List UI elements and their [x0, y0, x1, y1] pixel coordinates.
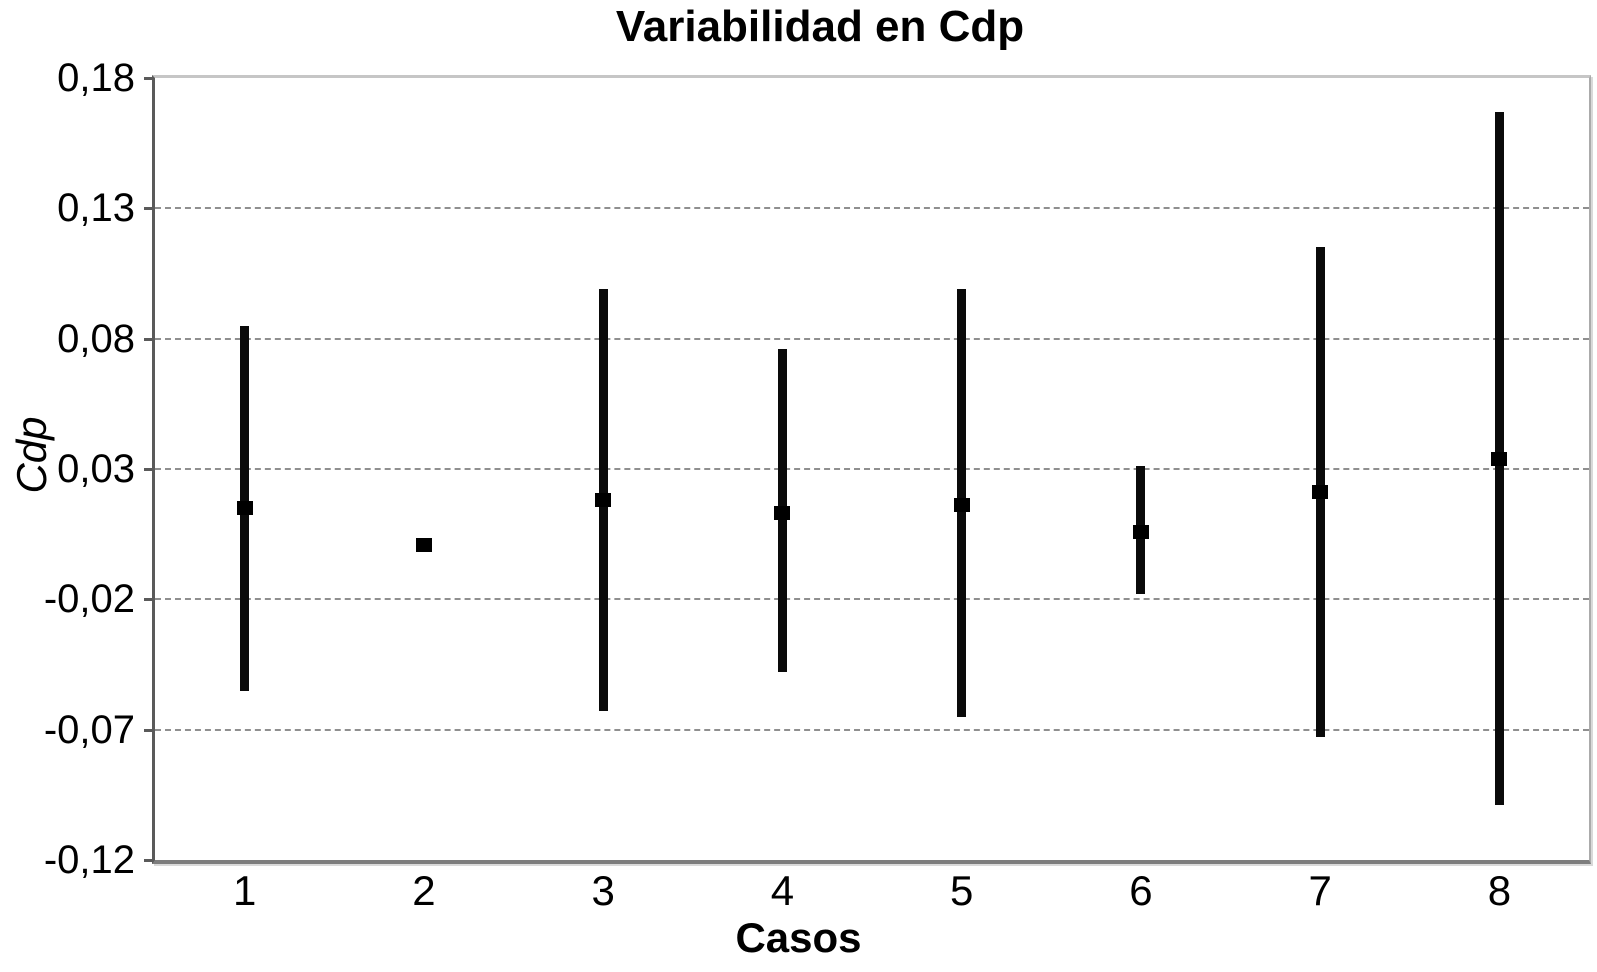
mean-marker-case-7	[1312, 485, 1329, 500]
mean-marker-case-4	[774, 506, 791, 521]
x-axis-title: Casos	[735, 914, 862, 961]
y-axis-tick-mark	[144, 207, 153, 211]
x-tick-label-1: 1	[232, 867, 257, 914]
x-tick-label-6: 6	[1129, 867, 1153, 914]
y-tick-label: 0,13	[57, 186, 135, 231]
y-tick-label: -0,12	[43, 838, 135, 882]
x-tick-label-5: 5	[949, 867, 974, 914]
gridline-y--0,02	[155, 598, 1589, 601]
x-tick-label-3: 3	[591, 867, 615, 914]
mean-marker-case-2	[415, 537, 432, 552]
x-tick-label-2: 2	[412, 867, 436, 914]
chart-title: Variabilidad en Cdp	[615, 2, 1025, 51]
y-axis-tick-mark	[144, 337, 153, 341]
y-axis-tick-mark	[144, 468, 153, 471]
gridline-y-0,08	[155, 337, 1589, 340]
gridline-y--0,07	[155, 728, 1589, 731]
x-tick-label-8: 8	[1487, 867, 1512, 914]
y-tick-label: 0,18	[57, 56, 135, 100]
gridline-y-0,13	[155, 207, 1589, 210]
y-axis-tick-mark	[144, 859, 153, 862]
y-axis-tick-mark	[144, 77, 153, 80]
y-tick-label: 0,03	[57, 447, 135, 491]
mean-marker-case-6	[1132, 524, 1149, 539]
mean-marker-case-8	[1491, 451, 1508, 466]
mean-marker-case-3	[595, 493, 612, 508]
gridline-y-0,03	[155, 468, 1589, 470]
y-axis-tick-mark	[144, 598, 153, 602]
y-tick-label: -0,07	[43, 707, 135, 752]
mean-marker-case-5	[953, 498, 970, 513]
y-axis-tick-mark	[144, 728, 153, 732]
x-tick-label-7: 7	[1308, 867, 1332, 914]
plot-area	[144, 75, 1591, 864]
y-tick-label: -0,02	[43, 577, 135, 622]
mean-marker-case-1	[236, 501, 253, 516]
y-tick-label: 0,08	[57, 316, 135, 361]
x-tick-label-4: 4	[770, 867, 795, 914]
